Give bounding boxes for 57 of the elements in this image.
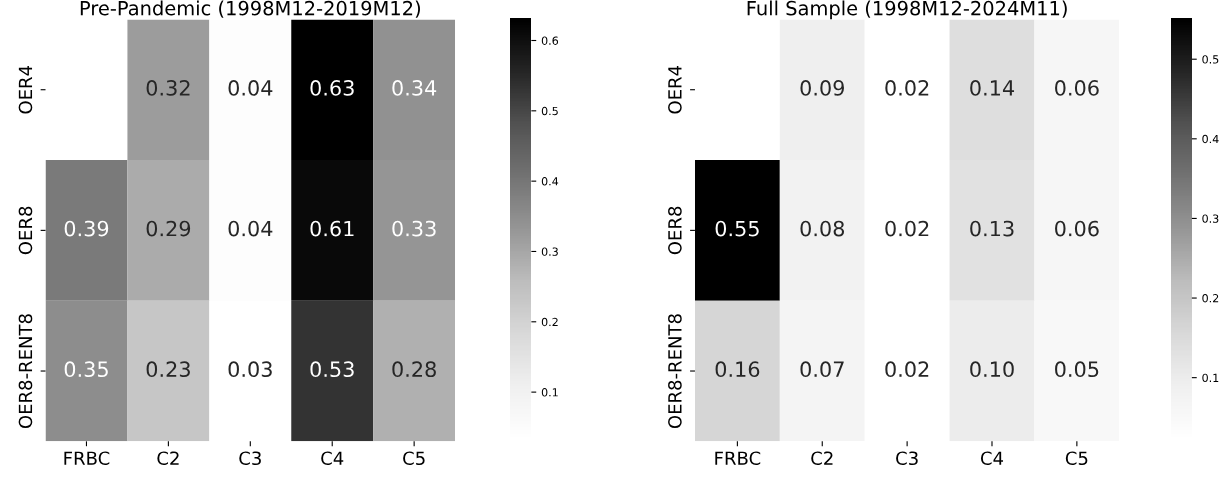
color-bar-label: 0.4 bbox=[541, 177, 559, 186]
color-bar-label: 0.5 bbox=[1202, 55, 1219, 64]
color-bar-label: 0.5 bbox=[541, 106, 558, 116]
data-label: 0.05 bbox=[1055, 361, 1099, 378]
x-tick-label: C5 bbox=[1065, 451, 1088, 466]
color-bar-label: 0.1 bbox=[1202, 373, 1219, 383]
data-label: 0.03 bbox=[228, 361, 272, 378]
data-label: 0.04 bbox=[228, 220, 273, 237]
color-bar-label: 0.2 bbox=[1202, 294, 1219, 303]
y-tick-label: OER8 bbox=[668, 206, 682, 255]
data-label: 0.63 bbox=[310, 80, 354, 96]
data-label: 0.28 bbox=[392, 361, 436, 378]
data-label: 0.09 bbox=[800, 80, 844, 96]
color-bar-label: 0.3 bbox=[1202, 214, 1219, 223]
chart-title: Full Sample (1998M12-2024M11) bbox=[747, 0, 1067, 20]
data-label: 0.10 bbox=[970, 361, 1014, 378]
data-label: 0.33 bbox=[392, 220, 436, 237]
data-label: 0.08 bbox=[800, 220, 845, 237]
data-label: 0.06 bbox=[1055, 220, 1099, 237]
y-tick-label: OER8-RENT8 bbox=[668, 314, 682, 429]
data-label: 0.39 bbox=[64, 220, 109, 237]
y-tick-label: OER4 bbox=[668, 65, 682, 114]
x-tick-label: C5 bbox=[403, 451, 425, 466]
y-tick-label: OER8 bbox=[18, 206, 33, 255]
y-tick-label: OER4 bbox=[18, 65, 33, 114]
data-label: 0.16 bbox=[715, 361, 760, 378]
x-tick-label: C3 bbox=[239, 451, 261, 466]
x-tick-label: FRBC bbox=[64, 451, 110, 466]
data-label: 0.35 bbox=[64, 361, 108, 378]
x-tick-label: C4 bbox=[321, 451, 344, 466]
x-tick-label: C4 bbox=[980, 451, 1004, 466]
data-label: 0.14 bbox=[970, 80, 1015, 96]
data-label: 0.06 bbox=[1055, 80, 1099, 96]
data-label: 0.02 bbox=[885, 80, 929, 96]
chart-title: Pre-Pandemic (1998M12-2019M12) bbox=[80, 0, 420, 18]
data-label: 0.04 bbox=[228, 80, 273, 96]
color-bar-label: 0.2 bbox=[541, 317, 558, 327]
color-bar-label: 0.6 bbox=[541, 36, 559, 45]
x-tick-label: FRBC bbox=[715, 451, 761, 466]
data-label: 0.32 bbox=[146, 80, 190, 96]
data-label: 0.55 bbox=[715, 220, 759, 237]
data-label: 0.23 bbox=[146, 361, 190, 378]
y-tick-label: OER8-RENT8 bbox=[18, 314, 33, 429]
data-label: 0.34 bbox=[392, 80, 437, 96]
data-label: 0.61 bbox=[310, 220, 354, 237]
x-tick-label: C3 bbox=[896, 451, 918, 466]
x-tick-label: C2 bbox=[157, 451, 179, 466]
color-bar-label: 0.4 bbox=[1202, 134, 1219, 144]
data-label: 0.07 bbox=[800, 361, 844, 378]
data-label: 0.02 bbox=[885, 361, 929, 378]
color-bar-label: 0.3 bbox=[541, 247, 558, 256]
color-bar-label: 0.1 bbox=[541, 388, 558, 397]
x-tick-label: C2 bbox=[811, 451, 833, 466]
data-label: 0.13 bbox=[970, 220, 1014, 237]
data-label: 0.02 bbox=[885, 220, 929, 237]
data-label: 0.53 bbox=[310, 361, 354, 378]
data-label: 0.29 bbox=[146, 220, 191, 237]
